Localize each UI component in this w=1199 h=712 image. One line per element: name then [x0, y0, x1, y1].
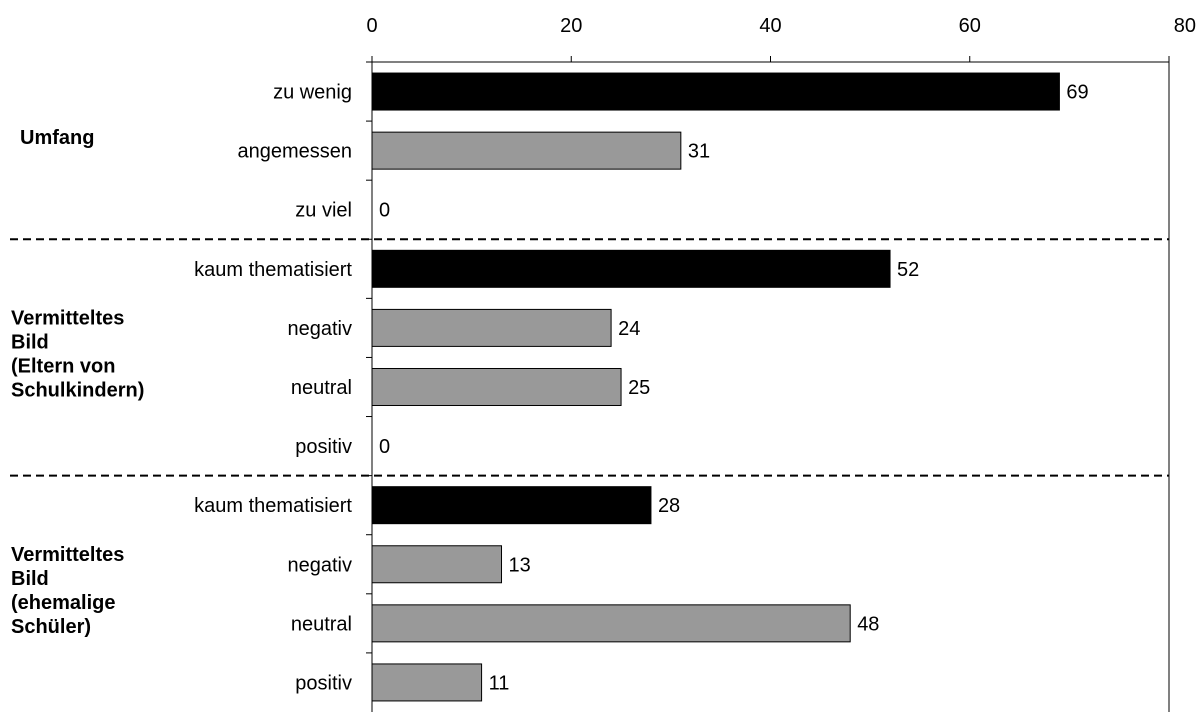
group-label: Umfang: [20, 127, 94, 149]
data-label: 13: [509, 554, 531, 576]
x-tick-label: 0: [366, 15, 377, 37]
data-label: 0: [379, 200, 390, 222]
group-label: Schüler): [11, 616, 91, 638]
data-label: 28: [658, 495, 680, 517]
bar: [371, 486, 652, 525]
category-label: positiv: [295, 436, 352, 458]
data-label: 25: [628, 377, 650, 399]
group-label: Bild: [11, 568, 49, 590]
data-label: 31: [688, 141, 710, 163]
category-label: neutral: [291, 613, 352, 635]
group-label: Vermitteltes: [11, 544, 124, 566]
group-label: (Eltern von: [11, 355, 115, 377]
x-tick-label: 40: [759, 15, 781, 37]
data-label: 24: [618, 318, 640, 340]
category-label: negativ: [288, 554, 353, 576]
group-label: Vermitteltes: [11, 307, 124, 329]
category-label: neutral: [291, 377, 352, 399]
bar: [371, 249, 891, 288]
data-label: 48: [857, 613, 879, 635]
data-label: 52: [897, 259, 919, 281]
bar: [371, 604, 851, 643]
x-tick-label: 80: [1174, 15, 1196, 37]
data-label: 0: [379, 436, 390, 458]
category-label: zu wenig: [273, 82, 352, 104]
group-label: Schulkindern): [11, 379, 144, 401]
bar: [371, 663, 483, 702]
data-label: 69: [1066, 82, 1088, 104]
category-label: kaum thematisiert: [194, 495, 352, 517]
data-label: 11: [489, 672, 510, 694]
bar: [371, 72, 1060, 111]
category-label: angemessen: [237, 141, 352, 163]
category-label: negativ: [288, 318, 353, 340]
bar: [371, 545, 503, 584]
category-label: kaum thematisiert: [194, 259, 352, 281]
x-tick-label: 60: [959, 15, 981, 37]
category-label: zu viel: [295, 200, 352, 222]
x-tick-label: 20: [560, 15, 582, 37]
group-label: Bild: [11, 331, 49, 353]
bar: [371, 131, 682, 170]
category-label: positiv: [295, 672, 352, 694]
group-label: (ehemalige: [11, 592, 115, 614]
bar: [371, 367, 622, 406]
bar: [371, 308, 612, 347]
